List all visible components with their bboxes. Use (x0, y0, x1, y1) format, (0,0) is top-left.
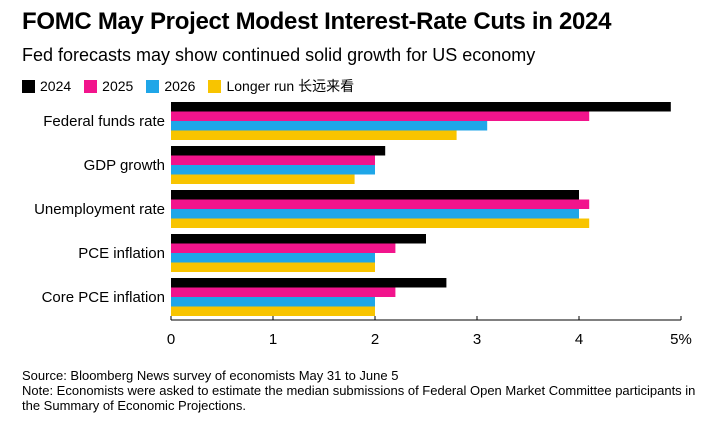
chart-title: FOMC May Project Modest Interest-Rate Cu… (22, 8, 612, 35)
bar (171, 243, 396, 253)
bar (171, 111, 590, 121)
legend-label-2024: 2024 (40, 78, 72, 94)
category-label: PCE inflation (78, 245, 165, 262)
bar (171, 209, 579, 219)
footnote: Note: Economists were asked to estimate … (22, 383, 696, 413)
legend-item-2024: 2024 (22, 78, 71, 94)
bar (171, 218, 590, 228)
legend-item-2025: 2025 (84, 78, 133, 94)
x-tick-label: 3 (473, 331, 481, 348)
legend-item-2026: 2026 (146, 78, 195, 94)
legend-label-longer-run: Longer run 长远来看 (226, 78, 355, 94)
category-label: Unemployment rate (34, 201, 165, 218)
x-tick-label: 1 (269, 331, 277, 348)
bar (171, 155, 375, 165)
bar (171, 190, 579, 200)
bar (171, 287, 396, 297)
bar (171, 102, 671, 112)
legend-label-2026: 2026 (164, 78, 196, 94)
category-label: Core PCE inflation (42, 289, 165, 306)
x-tick-label: 4 (575, 331, 583, 348)
bar (171, 234, 426, 244)
bar (171, 130, 457, 140)
legend-label-2025: 2025 (102, 78, 134, 94)
bar (171, 262, 375, 272)
bar-chart: Federal funds rate GDP growth Unemployment… (34, 102, 692, 348)
bar (171, 306, 375, 316)
chart-subtitle: Fed forecasts may show continued solid g… (22, 45, 536, 65)
category-label: GDP growth (84, 157, 165, 174)
bar (171, 253, 375, 263)
x-tick-label: 5% (670, 331, 692, 348)
x-tick-label: 2 (371, 331, 379, 348)
legend-swatch-2026 (146, 79, 160, 93)
bar (171, 297, 375, 307)
chart-notes: Source: Bloomberg News survey of economi… (22, 368, 712, 413)
bar (171, 278, 447, 288)
bar (171, 165, 375, 175)
bar (171, 121, 488, 131)
category-label: Federal funds rate (43, 113, 165, 130)
bar (171, 199, 590, 209)
legend-swatch-longer-run (208, 79, 222, 93)
legend-swatch-2025 (84, 79, 98, 93)
legend-swatch-2024 (22, 79, 35, 93)
source-note: Source: Bloomberg News survey of economi… (22, 368, 399, 383)
legend-item-longer-run: Longer run 长远来看 (208, 76, 354, 96)
legend: 2024 2025 2026 Longer run 长远来看 (22, 76, 367, 96)
bar (171, 146, 386, 156)
bar (171, 174, 355, 184)
x-tick-label: 0 (167, 331, 175, 348)
